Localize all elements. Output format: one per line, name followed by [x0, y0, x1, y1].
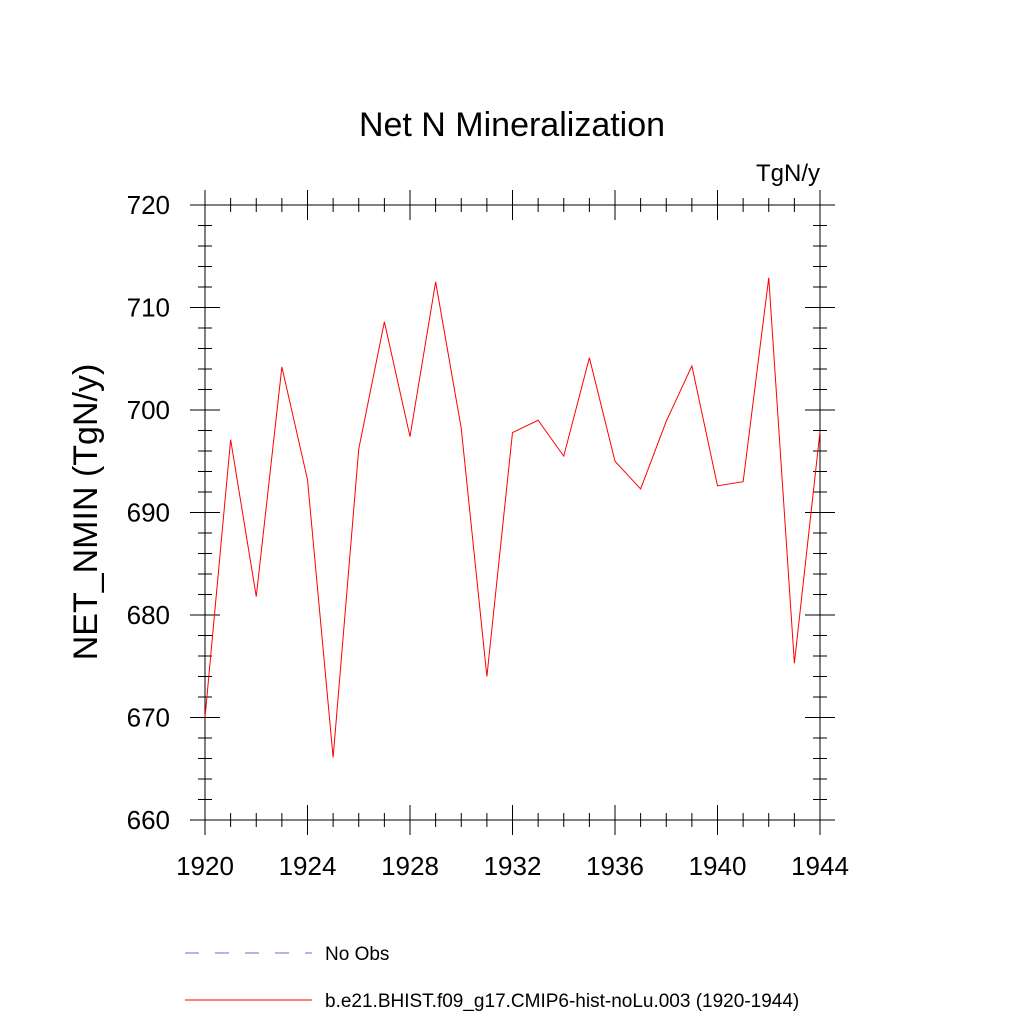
chart-title: Net N Mineralization — [359, 106, 665, 144]
x-tick-label: 1936 — [586, 851, 644, 881]
legend-label: No Obs — [325, 944, 389, 965]
x-tick-label: 1924 — [279, 851, 337, 881]
y-tick-label: 720 — [127, 190, 170, 220]
y-tick-label: 670 — [127, 703, 170, 733]
axis-tick-labels: 1920 1924 1928 1932 1936 1940 1944 660 670 680 690… — [127, 190, 849, 881]
x-tick-label: 1920 — [176, 851, 234, 881]
y-tick-label: 710 — [127, 293, 170, 323]
y-axis-label: NET_NMIN (TgN/y) — [67, 364, 105, 661]
x-tick-label: 1940 — [689, 851, 747, 881]
legend-label: b.e21.BHIST.f09_g17.CMIP6-hist-noLu.003 … — [325, 991, 799, 1012]
y-tick-label: 690 — [127, 498, 170, 528]
x-tick-label: 1928 — [381, 851, 439, 881]
x-tick-label: 1932 — [484, 851, 542, 881]
x-tick-label: 1944 — [791, 851, 849, 881]
series-group — [204, 277, 821, 758]
axis-ticks — [190, 190, 835, 835]
y-tick-label: 660 — [127, 805, 170, 835]
units-label: TgN/y — [756, 160, 820, 187]
y-tick-label: 700 — [127, 395, 170, 425]
legend: No Obs b.e21.BHIST.f09_g17.CMIP6-hist-noL… — [185, 944, 799, 1012]
plot-frame — [204, 204, 821, 821]
series-line — [204, 277, 821, 758]
y-tick-label: 680 — [127, 600, 170, 630]
